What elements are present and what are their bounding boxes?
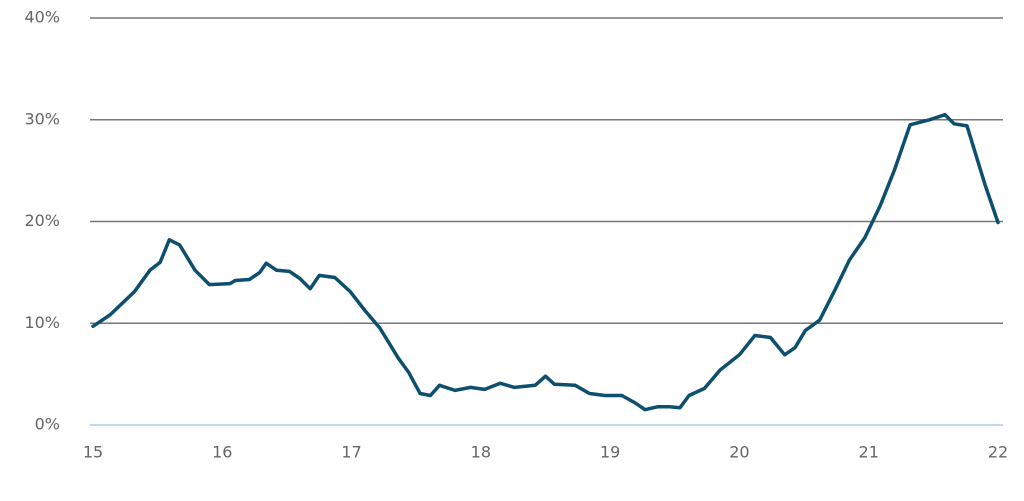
y-tick-label: 40% <box>24 8 60 27</box>
y-tick-label: 0% <box>35 415 60 434</box>
x-tick-label: 20 <box>729 443 749 462</box>
x-tick-label: 17 <box>341 443 361 462</box>
x-tick-label: 19 <box>600 443 620 462</box>
y-tick-label: 20% <box>24 211 60 230</box>
x-tick-label: 15 <box>83 443 103 462</box>
x-tick-label: 18 <box>471 443 491 462</box>
x-tick-label: 22 <box>988 443 1008 462</box>
x-tick-label: 16 <box>212 443 232 462</box>
x-tick-label: 21 <box>859 443 879 462</box>
line-series <box>91 112 1000 412</box>
y-tick-label: 10% <box>24 313 60 332</box>
y-tick-label: 30% <box>24 109 60 128</box>
